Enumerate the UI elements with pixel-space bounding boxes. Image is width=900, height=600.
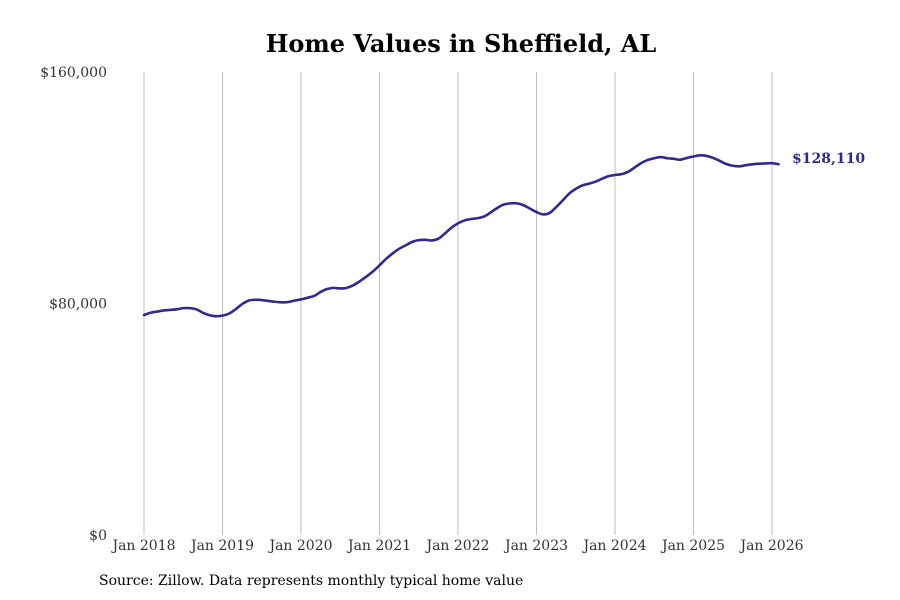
series-end-label-0: $128,110	[792, 151, 865, 167]
x-tick-label-3: Jan 2021	[346, 538, 411, 554]
chart-title: Home Values in Sheffield, AL	[266, 29, 657, 58]
y-tick-label-0: $0	[89, 528, 107, 544]
source-note: Source: Zillow. Data represents monthly …	[99, 573, 524, 589]
y-tick-label-1: $80,000	[49, 297, 107, 313]
x-tick-label-2: Jan 2020	[267, 538, 332, 554]
x-tick-label-5: Jan 2023	[503, 538, 568, 554]
y-tick-label-2: $160,000	[40, 65, 107, 81]
x-tick-label-8: Jan 2026	[738, 538, 803, 554]
x-tick-label-6: Jan 2024	[581, 538, 646, 554]
x-tick-label-7: Jan 2025	[660, 538, 725, 554]
y-axis-ticks: $0 $80,000 $160,000	[40, 65, 107, 544]
series-line-0	[142, 154, 780, 318]
gridlines	[143, 72, 773, 535]
x-tick-label-4: Jan 2022	[424, 538, 489, 554]
x-axis-ticks: Jan 2018 Jan 2019 Jan 2020 Jan 2021 Jan 2022…	[110, 538, 803, 554]
x-tick-label-1: Jan 2019	[189, 538, 254, 554]
x-tick-label-0: Jan 2018	[110, 538, 175, 554]
series-layer: $128,110	[142, 151, 865, 318]
